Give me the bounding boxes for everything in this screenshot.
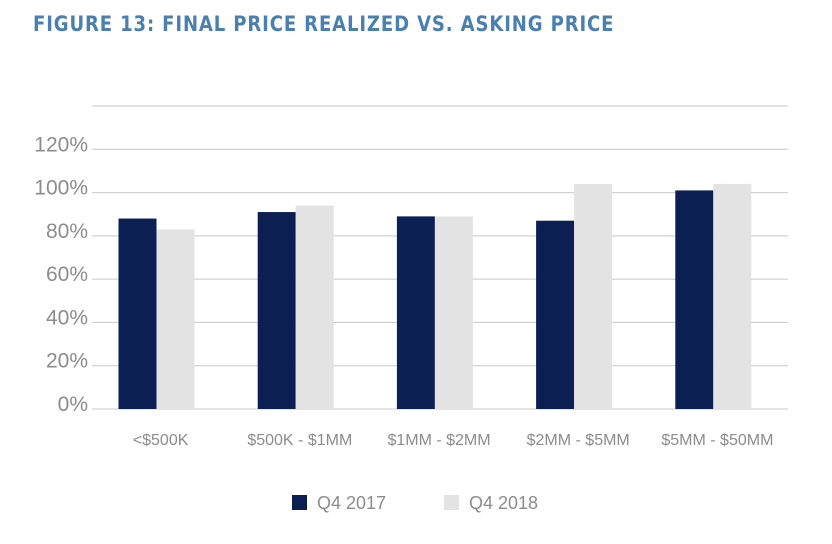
- bar-q4-2018: [295, 205, 334, 409]
- y-tick-label: 120%: [34, 133, 88, 156]
- x-category-label: $5MM - $50MM: [661, 432, 773, 449]
- legend-label: Q4 2018: [469, 493, 538, 513]
- y-tick-label: 0%: [58, 393, 88, 416]
- bar-q4-2017: [396, 216, 435, 409]
- bar-q4-2018: [434, 216, 473, 409]
- y-axis-ticks: 0% 20% 40% 60% 80% 100% 120%: [34, 133, 88, 416]
- legend-swatch: [292, 495, 307, 510]
- y-tick-label: 100%: [34, 177, 88, 200]
- bar-q4-2017: [675, 190, 714, 409]
- bar-q4-2018: [574, 183, 613, 409]
- legend-label: Q4 2017: [317, 493, 386, 513]
- y-tick-label: 20%: [46, 350, 88, 373]
- x-category-label: <$500K: [133, 432, 189, 449]
- x-category-label: $1MM - $2MM: [387, 432, 490, 449]
- figure-title: FIGURE 13: FINAL PRICE REALIZED VS. ASKI…: [33, 12, 615, 36]
- bar-q4-2017: [118, 218, 157, 409]
- x-axis-categories: <$500K $500K - $1MM $1MM - $2MM $2MM - $5MM…: [133, 432, 774, 449]
- bar-q4-2017: [257, 212, 296, 409]
- legend: Q4 2017 Q4 2018: [292, 493, 538, 513]
- y-tick-label: 60%: [46, 263, 88, 286]
- y-tick-label: 80%: [46, 220, 88, 243]
- y-tick-label: 40%: [46, 306, 88, 329]
- bars: [118, 183, 752, 409]
- bar-q4-2018: [156, 229, 195, 409]
- legend-swatch: [444, 495, 459, 510]
- bar-q4-2018: [713, 183, 752, 409]
- x-category-label: $2MM - $5MM: [527, 432, 630, 449]
- bar-q4-2017: [536, 220, 575, 409]
- x-category-label: $500K - $1MM: [247, 432, 352, 449]
